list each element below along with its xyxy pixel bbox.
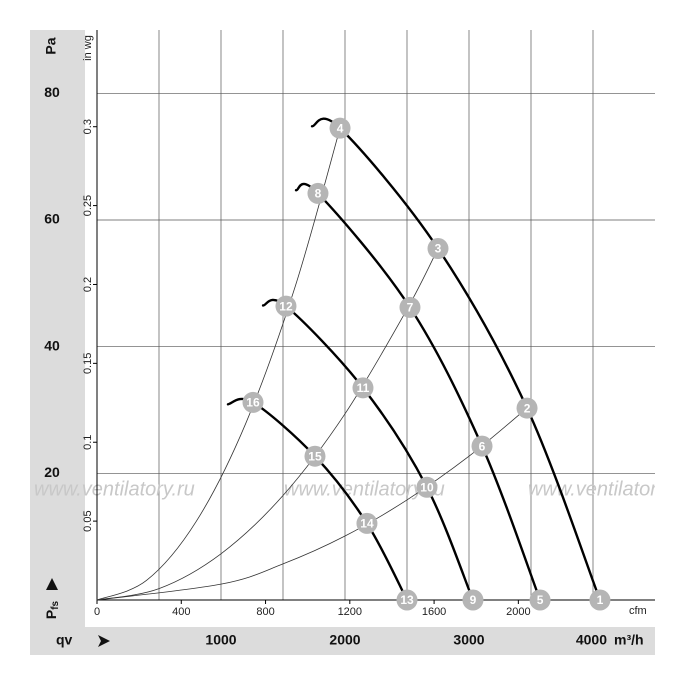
watermark: www.ventilatory.ru xyxy=(528,478,684,500)
watermark: www.ventilatory.ru xyxy=(34,478,195,500)
point-marker xyxy=(399,296,421,318)
curve xyxy=(261,298,475,602)
point-marker xyxy=(307,182,329,204)
point-marker xyxy=(529,589,551,611)
bottom-panel xyxy=(30,627,655,655)
y-tick-label: 80 xyxy=(44,84,60,100)
y2-tick-label: 0.3 xyxy=(82,119,94,134)
point-marker xyxy=(589,589,611,611)
point-marker xyxy=(352,377,374,399)
y2-tick-label: 0.25 xyxy=(82,195,94,216)
point-label: 1 xyxy=(597,593,604,607)
x2-tick-label: 1600 xyxy=(422,606,446,618)
y2-tick-label: 0.1 xyxy=(82,435,94,450)
y2-tick-label: 0.2 xyxy=(82,277,94,292)
y2-tick-label: 0.15 xyxy=(82,353,94,374)
point-label: 13 xyxy=(400,593,414,607)
point-marker xyxy=(275,295,297,317)
left-panel xyxy=(30,30,85,655)
flow-label: qv xyxy=(56,632,73,648)
point-label: 11 xyxy=(357,381,370,395)
point-label: 4 xyxy=(337,121,344,135)
x2-axis-label: cfm xyxy=(629,605,647,617)
curve xyxy=(96,127,341,601)
watermarks: www.ventilatory.ru www.ventilatory.ru ww… xyxy=(34,478,684,500)
point-label: 14 xyxy=(360,517,374,531)
point-label: 2 xyxy=(524,401,531,415)
pressure-subscript: fs xyxy=(50,600,61,609)
y-tick-label: 60 xyxy=(44,211,60,227)
x2-tick-label: 400 xyxy=(172,606,190,618)
point-label: 5 xyxy=(537,593,544,607)
point-marker xyxy=(462,589,484,611)
watermark: www.ventilatory.ru xyxy=(284,478,445,500)
point-label: 7 xyxy=(407,301,414,315)
pressure-label: Pfs xyxy=(43,600,61,619)
x-tick-label: 3000 xyxy=(453,632,484,648)
point-marker xyxy=(304,445,326,467)
point-label: 6 xyxy=(479,439,486,453)
grid xyxy=(97,30,655,600)
x2-tick-label: 800 xyxy=(256,606,274,618)
point-marker xyxy=(471,435,493,457)
point-label: 8 xyxy=(315,187,322,201)
point-marker xyxy=(329,117,351,139)
curves xyxy=(96,117,602,602)
point-marker xyxy=(396,589,418,611)
y-tick-label: 20 xyxy=(44,464,60,480)
curve xyxy=(310,117,602,602)
curve xyxy=(96,407,528,601)
flow-arrow xyxy=(98,635,110,647)
x-tick-label: 2000 xyxy=(329,632,360,648)
point-label: 9 xyxy=(470,593,477,607)
curve xyxy=(294,182,542,602)
x-unit: m³/h xyxy=(614,632,644,648)
point-marker xyxy=(516,397,538,419)
point-marker xyxy=(242,391,264,413)
point-label: 10 xyxy=(420,480,434,494)
y2-axis-label: in wg xyxy=(82,35,94,61)
point-label: 16 xyxy=(246,396,260,410)
point-marker xyxy=(356,512,378,534)
pressure-arrow xyxy=(46,578,58,590)
point-label: 12 xyxy=(279,299,293,313)
x-tick-label: 1000 xyxy=(205,632,236,648)
pressure-symbol: P xyxy=(43,610,59,619)
x2-tick-label: 0 xyxy=(94,606,100,618)
y2-tick-label: 0.05 xyxy=(82,510,94,531)
point-label: 15 xyxy=(308,449,322,463)
point-marker xyxy=(416,476,438,498)
x-tick-label: 4000 xyxy=(576,632,607,648)
x2-tick-label: 2000 xyxy=(506,606,530,618)
point-label: 3 xyxy=(435,242,442,256)
y-tick-label: 40 xyxy=(44,337,60,353)
point-marker xyxy=(427,238,449,259)
x2-tick-label: 1200 xyxy=(338,606,362,618)
y-axis-label: Pa xyxy=(43,37,59,54)
